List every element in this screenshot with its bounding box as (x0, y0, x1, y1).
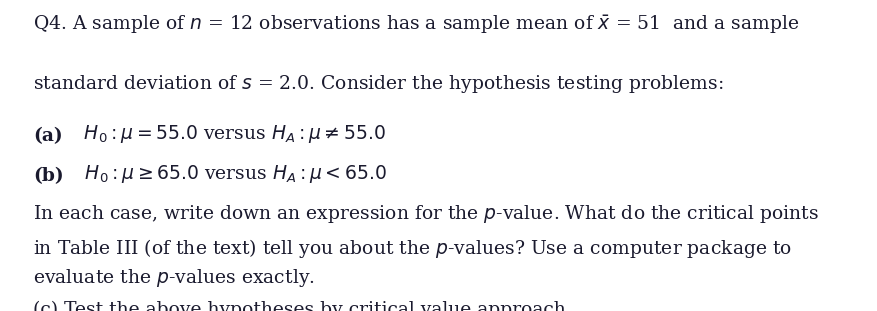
Text: $H_0 : \mu \geq 65.0$ versus $H_A : \mu < 65.0$: $H_0 : \mu \geq 65.0$ versus $H_A : \mu … (73, 163, 387, 185)
Text: in Table III (of the text) tell you about the $p$-values? Use a computer package: in Table III (of the text) tell you abou… (33, 237, 793, 260)
Text: (a): (a) (33, 127, 63, 145)
Text: Q4. A sample of $n$ = 12 observations has a sample mean of $\bar{x}$ = 51  and a: Q4. A sample of $n$ = 12 observations ha… (33, 13, 800, 36)
Text: $H_0 : \mu = 55.0$ versus $H_A : \mu \neq 55.0$: $H_0 : \mu = 55.0$ versus $H_A : \mu \ne… (72, 123, 385, 145)
Text: standard deviation of $s$ = 2.0. Consider the hypothesis testing problems:: standard deviation of $s$ = 2.0. Conside… (33, 73, 724, 95)
Text: evaluate the $p$-values exactly.: evaluate the $p$-values exactly. (33, 267, 315, 289)
Text: (c) Test the above hypotheses by critical value approach.: (c) Test the above hypotheses by critica… (33, 300, 572, 311)
Text: (b): (b) (33, 167, 64, 185)
Text: In each case, write down an expression for the $p$-value. What do the critical p: In each case, write down an expression f… (33, 203, 819, 225)
